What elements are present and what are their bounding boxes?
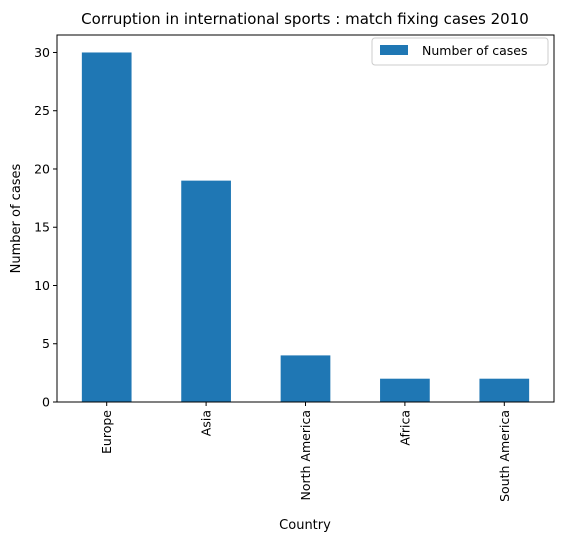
x-tick-label: South America xyxy=(497,410,512,502)
y-axis-ticks: 0 5 10 15 20 25 30 xyxy=(34,45,57,410)
x-axis-ticks: Europe Asia North America Africa South Ameri… xyxy=(99,402,512,502)
y-tick-label: 0 xyxy=(42,395,50,410)
y-axis-label: Number of cases xyxy=(9,163,24,273)
y-tick-label: 10 xyxy=(34,278,50,293)
bar-europe xyxy=(81,52,132,402)
y-tick-label: 15 xyxy=(34,220,50,235)
bar-asia xyxy=(181,180,231,402)
x-axis-label: Country xyxy=(279,518,331,533)
bars xyxy=(81,52,530,402)
legend: Number of cases xyxy=(371,37,549,66)
bar-africa xyxy=(380,378,430,402)
x-tick-label: North America xyxy=(298,410,313,501)
plot-area-frame xyxy=(56,34,555,403)
bar-south-america xyxy=(479,378,530,402)
legend-frame xyxy=(371,37,549,66)
legend-swatch xyxy=(380,45,408,55)
legend-label: Number of cases xyxy=(422,43,527,58)
y-tick-label: 5 xyxy=(42,336,50,351)
x-tick-label: Asia xyxy=(199,410,214,436)
x-tick-label: Europe xyxy=(99,410,114,454)
y-tick-label: 20 xyxy=(34,161,50,176)
y-tick-label: 30 xyxy=(34,45,50,60)
y-tick-label: 25 xyxy=(34,103,50,118)
x-tick-label: Africa xyxy=(397,410,412,446)
chart-title: Corruption in international sports : mat… xyxy=(81,10,529,28)
bar-north-america xyxy=(280,355,331,402)
